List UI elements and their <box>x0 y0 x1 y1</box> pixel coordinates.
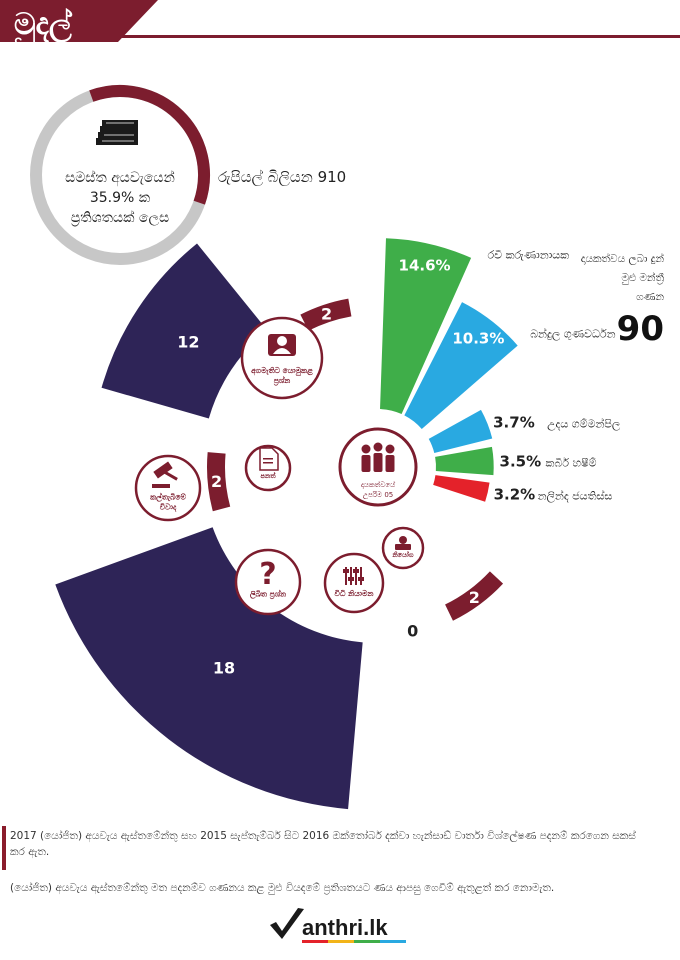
activity-value-label: 0 <box>407 621 418 640</box>
activity-name-label: පනත් <box>261 472 277 480</box>
activity-value-label: 2 <box>469 588 480 607</box>
contributor-bar <box>428 409 493 453</box>
budget-share-donut: සමස්ත අයවැයෙන් 35.9% ක ප්‍රතිශතයක් ලෙස <box>30 85 210 265</box>
activity-bubble: පනත් <box>244 444 292 492</box>
sliders-icon <box>343 567 364 585</box>
summary-line-2: 35.9% ක <box>90 190 151 206</box>
contributor-value-label: 3.7% <box>493 414 535 432</box>
person-icon <box>268 334 296 356</box>
activity-name-label: නියෝග <box>391 551 414 559</box>
activity-name-label: අගමැතිට යොමුකළ <box>251 365 314 377</box>
contributor-value-label: 3.5% <box>500 453 542 471</box>
activity-bubble: අගමැතිට යොමුකළප්‍රශ්න <box>240 316 324 400</box>
mp-count-line-2: මුළු මන්ත්‍රී <box>621 270 665 284</box>
activity-bar <box>445 571 504 621</box>
activity-icons: නියෝගවිධි නියාමන?ලිඛිත ප්‍රශ්නකල්තැබීමේව… <box>134 316 425 616</box>
mp-count-line-3: ගණන <box>636 291 664 303</box>
center-line-1: දායකත්වයේ <box>361 481 395 489</box>
activity-name-label: කල්තැබීමේ <box>150 491 186 503</box>
mp-count-line-1: දායකත්වය ලබා දුන් <box>581 251 665 266</box>
people-icon <box>361 442 395 472</box>
document-icon <box>259 447 279 471</box>
contributor-value-label: 3.2% <box>494 486 536 504</box>
contributor-name-label: බන්දුල ගුණවර්ධන <box>530 327 615 342</box>
checkmark-icon <box>270 908 304 939</box>
donut-share-arc <box>89 85 210 205</box>
activity-bar <box>55 527 363 810</box>
activity-value-label: 18 <box>213 659 235 678</box>
summary-amount: රුපියල් බිලියන 910 <box>218 168 346 186</box>
stamp-icon <box>395 536 411 550</box>
activity-name-label: විධි නියාමන <box>335 588 375 598</box>
svg-text:?: ? <box>259 557 276 592</box>
center-badge: දායකත්වයේ උපරිම 05 <box>338 427 418 507</box>
activity-name-label: ලිඛිත ප්‍රශ්න <box>250 588 287 600</box>
activity-bubble: නියෝග <box>381 526 425 570</box>
contributor-bars: 14.6% රවී කරුණානායක 10.3% බන්දුල ගුණවර්ධන 3.… <box>380 238 621 504</box>
brand-logo: anthri.lk <box>270 908 406 943</box>
summary-line-1: සමස්ත අයවැයෙන් <box>65 170 175 187</box>
activity-bar <box>207 452 231 512</box>
mp-count-value: 90 <box>617 309 664 349</box>
contributor-value-label: 10.3% <box>452 330 504 348</box>
contributor-bar <box>435 446 494 476</box>
contributor-name-label: රවී කරුණානායක <box>488 248 570 261</box>
contributor-name-label: කබීර් හෂීම් <box>546 457 597 470</box>
activity-bar <box>300 298 352 331</box>
activity-bubble: විධි නියාමන <box>323 552 385 614</box>
activity-bar <box>101 243 268 419</box>
contributor-name-label: නලින්ද ජයතිස්ස <box>538 489 613 504</box>
header-rule <box>118 35 680 38</box>
activity-bubble: ?ලිඛිත ප්‍රශ්න <box>234 548 302 616</box>
footer-note-1: 2017 (යෝජිත) අයවැය ඇස්තමේන්තු සහ 2015 සැ… <box>10 830 636 858</box>
page-title: මුදල් <box>14 7 73 45</box>
activity-bubble: කල්තැබීමේවිවාද <box>134 454 202 522</box>
header-banner <box>0 0 158 42</box>
contributor-name-label: උදය ගම්මන්පිල <box>547 417 621 432</box>
footer-accent-bar <box>2 826 6 870</box>
activity-value-label: 2 <box>321 304 332 323</box>
activity-name-label: ප්‍රශ්න <box>273 375 291 386</box>
brand-name: anthri.lk <box>302 915 388 940</box>
activity-bars: 2 0 18 2 12 2 <box>55 243 504 810</box>
question-icon: ? <box>259 557 276 592</box>
money-stack-icon <box>96 120 138 145</box>
contributor-bar <box>433 475 490 502</box>
activity-value-label: 2 <box>211 472 222 491</box>
gavel-icon <box>152 461 178 488</box>
contributor-bar <box>380 238 472 415</box>
contributor-bar <box>404 302 518 429</box>
contributor-value-label: 14.6% <box>399 256 451 274</box>
center-line-2: උපරිම 05 <box>363 490 393 499</box>
activity-value-label: 12 <box>177 333 199 352</box>
summary-line-3: ප්‍රතිශතයක් ලෙස <box>71 210 169 227</box>
footer-note-2: (යෝජිත) අයවැය ඇස්තමේන්තු මත පදනම්ව ගණනය … <box>10 882 555 894</box>
activity-name-label: විවාද <box>160 501 177 512</box>
